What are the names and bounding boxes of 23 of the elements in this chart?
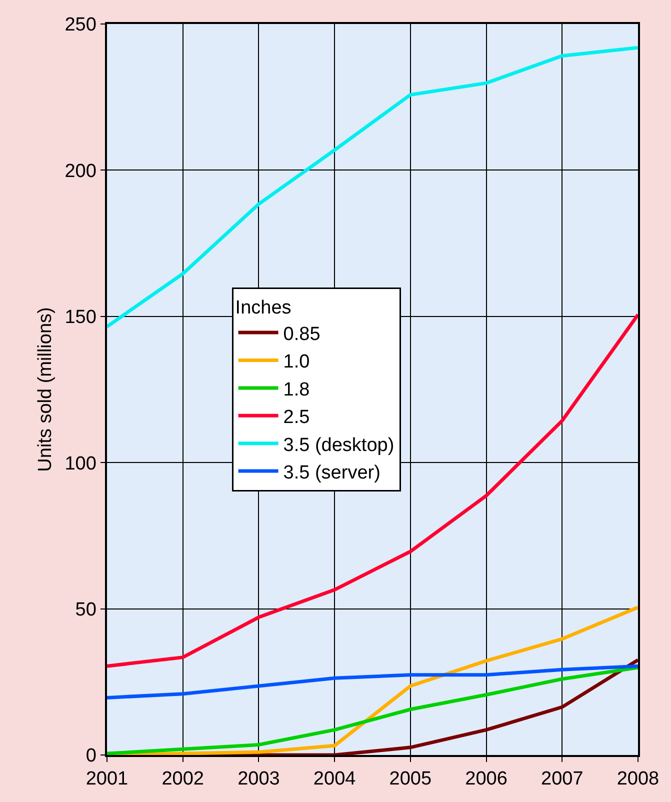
x-tick-label: 2007	[541, 768, 584, 790]
x-tick-label: 2008	[616, 768, 660, 790]
x-tick-label: 2005	[389, 768, 432, 790]
y-tick-label: 100	[64, 453, 96, 474]
legend-label: 3.5 (server)	[283, 462, 380, 484]
y-axis-title: Units sold (millions)	[35, 307, 56, 472]
legend-label: 3.5 (desktop)	[283, 434, 394, 456]
x-tick-label: 2006	[465, 768, 508, 790]
y-tick-label: 150	[64, 307, 96, 328]
x-tick-label: 2003	[238, 768, 280, 790]
legend-label: 1.0	[283, 352, 310, 373]
x-tick-label: 2001	[86, 768, 128, 790]
line-series	[107, 664, 638, 700]
x-tick-label: 2002	[162, 768, 204, 790]
legend-label: 2.5	[283, 407, 310, 428]
y-tick-label: 250	[64, 14, 96, 36]
x-tick-label: 2004	[313, 768, 356, 790]
y-tick-label: 0	[86, 746, 96, 767]
y-tick-label: 200	[64, 160, 96, 182]
legend-label: 1.8	[283, 379, 310, 400]
legend-title: Inches	[235, 298, 292, 319]
y-tick-label: 50	[75, 599, 96, 620]
legend-label: 0.85	[283, 324, 320, 345]
